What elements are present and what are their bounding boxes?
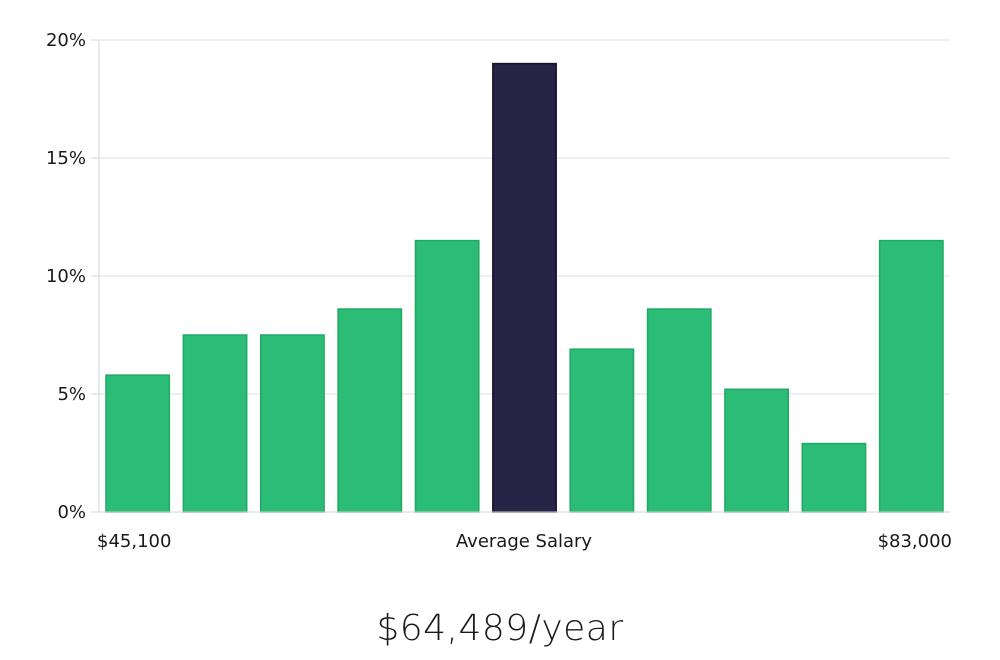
y-tick-label: 20% [46,30,86,51]
x-max-label: $83,000 [878,531,952,552]
y-axis: 0% 5% 10% 15% 20% [46,30,950,523]
x-axis-title: Average Salary [456,531,593,552]
bar-4 [337,308,403,513]
bar-3 [259,334,325,513]
bar-9 [724,388,790,513]
bars [105,62,944,513]
y-tick-label: 5% [57,384,86,405]
bar-11 [878,239,944,513]
bar-8 [646,308,712,513]
average-salary-value: $64,489/year [376,608,624,649]
bar-10 [801,442,867,513]
bar-7 [569,348,635,513]
salary-distribution-chart: 0% 5% 10% 15% 20% $45,100 Average Salary $83… [46,30,952,552]
y-tick-label: 15% [46,148,86,169]
bar-1 [105,374,171,513]
y-tick-label: 10% [46,266,86,287]
bar-average-salary [492,62,557,513]
bar-5 [414,239,480,513]
x-min-label: $45,100 [97,531,171,552]
y-tick-label: 0% [57,502,86,523]
bar-2 [182,334,248,513]
